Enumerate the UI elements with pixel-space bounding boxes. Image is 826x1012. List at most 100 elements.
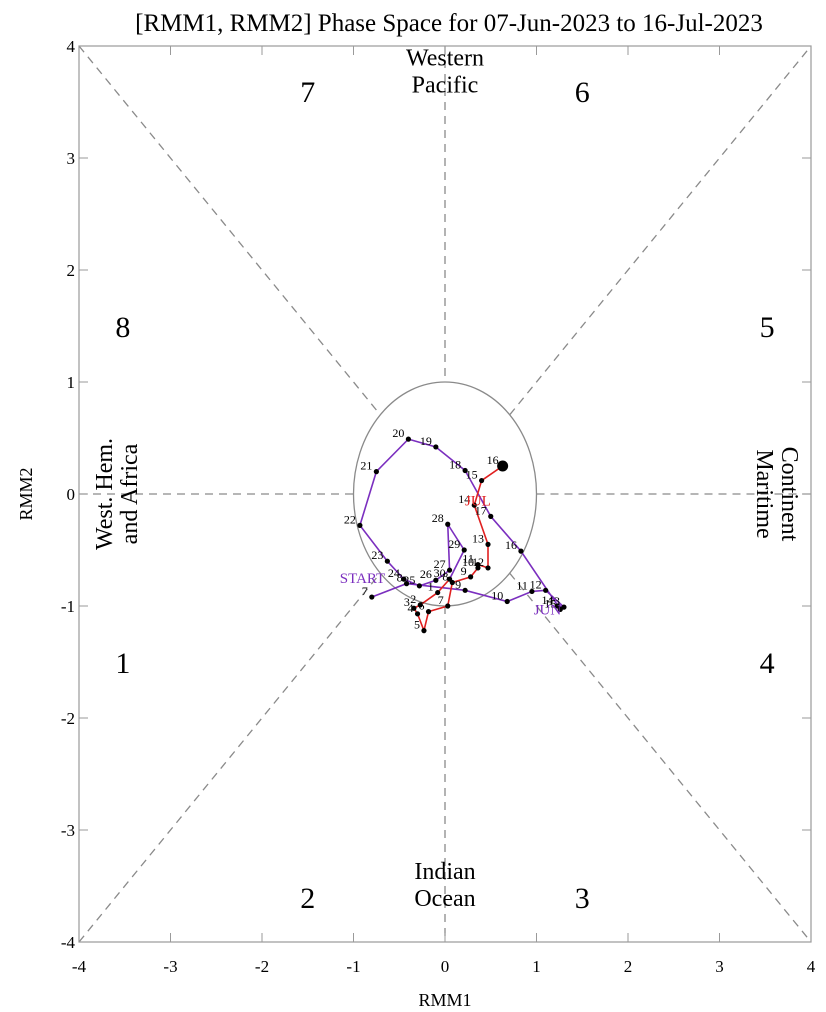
day-label: 17 bbox=[475, 503, 487, 517]
series-line-2 bbox=[412, 465, 504, 634]
data-point bbox=[485, 565, 491, 571]
x-tick-label: 0 bbox=[441, 957, 450, 976]
data-point bbox=[411, 605, 417, 611]
day-label: 23 bbox=[371, 548, 383, 562]
day-label: 19 bbox=[420, 434, 432, 448]
day-label: 24 bbox=[388, 566, 400, 580]
data-point bbox=[518, 548, 524, 554]
day-label: 28 bbox=[432, 511, 444, 525]
data-point bbox=[446, 567, 453, 573]
phase-label-6: 6 bbox=[575, 76, 590, 109]
data-point bbox=[416, 583, 422, 589]
y-tick-label: 2 bbox=[67, 261, 76, 280]
day-label: 16 bbox=[505, 538, 517, 552]
y-tick-label: 4 bbox=[67, 37, 76, 56]
day-label: 7 bbox=[362, 584, 368, 598]
region-label-western-pacific: Pacific bbox=[412, 72, 479, 98]
y-tick-label: 0 bbox=[67, 485, 76, 504]
day-label: 21 bbox=[360, 459, 372, 473]
phase-label-2: 2 bbox=[300, 882, 315, 915]
data-point bbox=[543, 587, 549, 593]
data-point bbox=[357, 522, 363, 528]
data-point bbox=[485, 541, 491, 548]
day-label: 14 bbox=[542, 593, 554, 607]
data-point bbox=[445, 603, 451, 609]
data-point bbox=[425, 609, 432, 615]
y-tick-label: -4 bbox=[61, 933, 76, 952]
y-tick-label: -3 bbox=[61, 821, 75, 840]
day-label: 15 bbox=[466, 468, 478, 482]
diagonal-lower-left bbox=[78, 572, 381, 943]
series-connector bbox=[437, 578, 451, 594]
data-point bbox=[421, 628, 427, 634]
data-point bbox=[475, 561, 481, 568]
data-point bbox=[462, 467, 468, 474]
day-label: 30 bbox=[434, 566, 446, 580]
day-label: 2 bbox=[410, 592, 416, 606]
day-label: 11 bbox=[462, 552, 474, 566]
data-point bbox=[445, 521, 451, 527]
x-tick-label: -4 bbox=[72, 957, 87, 976]
data-point bbox=[461, 547, 467, 553]
day-label: 5 bbox=[414, 618, 420, 632]
phase-label-7: 7 bbox=[300, 76, 315, 109]
day-label: 18 bbox=[449, 457, 461, 471]
data-point bbox=[435, 589, 441, 596]
data-point bbox=[462, 587, 468, 593]
chart-title: [RMM1, RMM2] Phase Space for 07-Jun-2023… bbox=[135, 10, 763, 37]
day-label: 13 bbox=[472, 531, 484, 545]
guide-lines bbox=[78, 45, 812, 943]
data-point bbox=[384, 558, 390, 564]
day-label: 11 bbox=[516, 578, 528, 592]
y-tick-label: -1 bbox=[61, 597, 75, 616]
day-label: 26 bbox=[420, 567, 432, 581]
data-point bbox=[504, 598, 510, 605]
x-tick-label: -1 bbox=[346, 957, 360, 976]
day-label: 9 bbox=[455, 577, 461, 591]
month-label-jun: JUN bbox=[534, 602, 562, 618]
x-tick-label: -3 bbox=[163, 957, 177, 976]
y-tick-label: -2 bbox=[61, 709, 75, 728]
day-label: 12 bbox=[530, 577, 542, 591]
diagonal-lower-right bbox=[509, 572, 812, 943]
data-point bbox=[479, 477, 485, 484]
day-label: 22 bbox=[344, 512, 356, 526]
data-point bbox=[468, 574, 474, 580]
data-point bbox=[369, 594, 375, 600]
phase-label-3: 3 bbox=[575, 882, 590, 915]
data-point bbox=[414, 611, 421, 617]
day-label: 27 bbox=[434, 557, 446, 571]
day-label: 9 bbox=[461, 564, 467, 578]
end-point bbox=[497, 460, 509, 472]
x-tick-label: 3 bbox=[715, 957, 724, 976]
region-label-indian-ocean: Ocean bbox=[414, 886, 475, 912]
region-label-maritime-continent: Maritime bbox=[751, 449, 777, 538]
day-label: 6 bbox=[419, 599, 425, 613]
day-label: 8 bbox=[397, 571, 403, 585]
day-label: 10 bbox=[491, 589, 503, 603]
phase-label-8: 8 bbox=[115, 311, 130, 344]
start-label: START bbox=[340, 571, 385, 587]
day-label: 12 bbox=[472, 555, 484, 569]
day-label: 15 bbox=[544, 596, 556, 610]
diagonal-upper-right bbox=[509, 45, 812, 416]
phase-label-5: 5 bbox=[760, 311, 775, 344]
region-label-west-hem-africa: West. Hem. bbox=[92, 438, 118, 550]
data-point bbox=[405, 436, 411, 442]
phase-label-1: 1 bbox=[115, 647, 130, 680]
x-axis-label: RMM1 bbox=[418, 990, 471, 1010]
series-line-1 bbox=[359, 438, 567, 610]
data-point bbox=[471, 502, 477, 508]
data-point bbox=[433, 444, 439, 450]
y-tick-label: 3 bbox=[67, 149, 76, 168]
day-label: 29 bbox=[448, 537, 460, 551]
day-label: 4 bbox=[408, 601, 414, 615]
x-tick-label: 4 bbox=[807, 957, 816, 976]
day-label: 14 bbox=[458, 492, 470, 506]
annotation-layer: START JUN JUL bbox=[340, 494, 562, 619]
day-label: 16 bbox=[487, 453, 499, 467]
